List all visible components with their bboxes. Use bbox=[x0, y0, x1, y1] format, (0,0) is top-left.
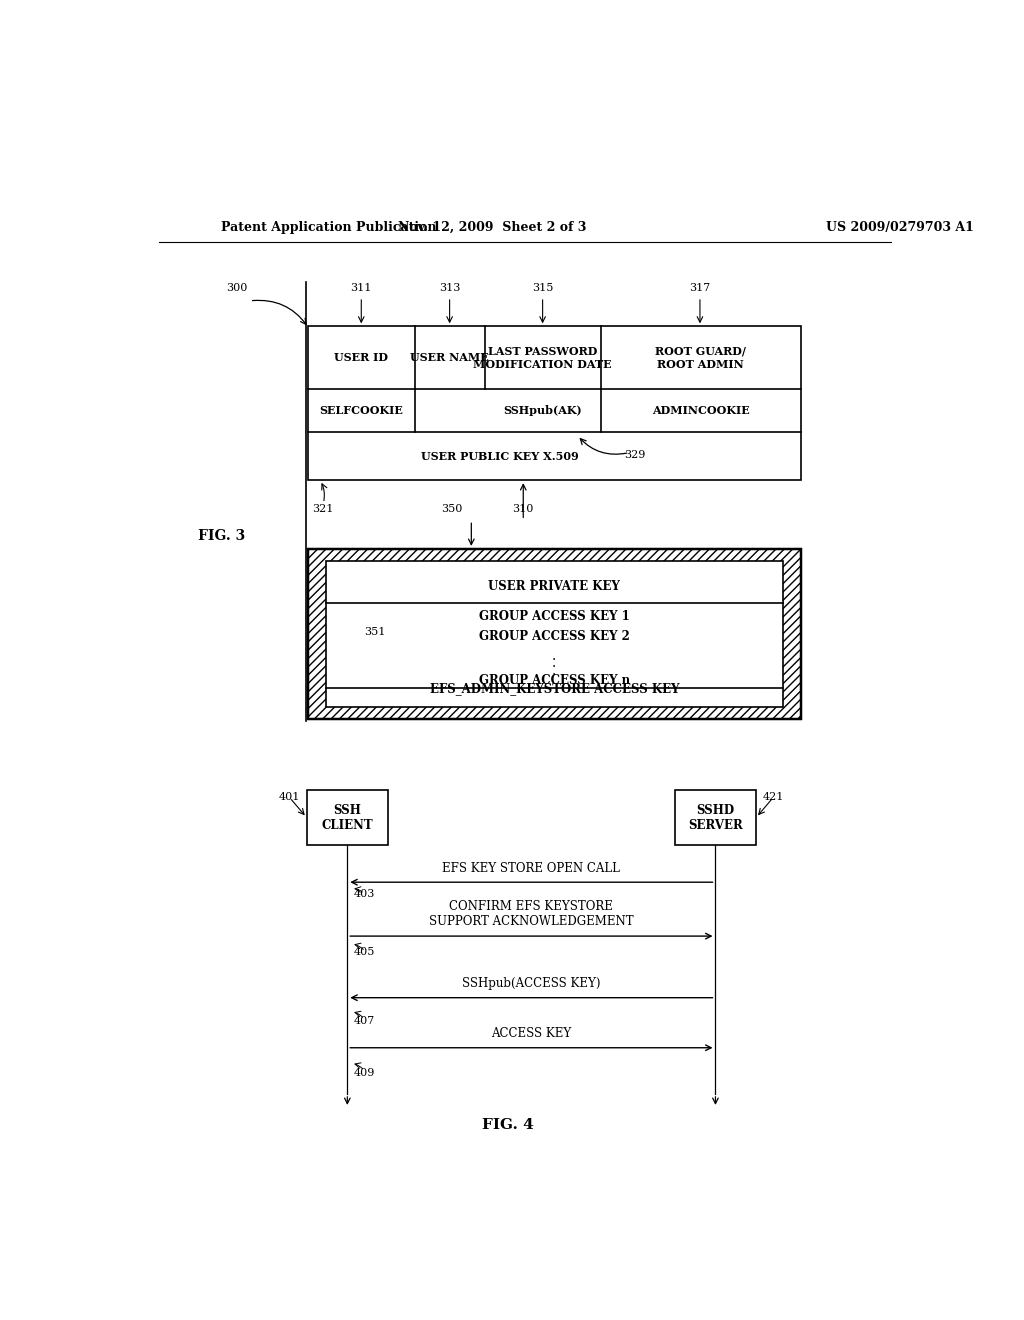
Bar bbox=[675, 789, 756, 845]
Text: USER ID: USER ID bbox=[334, 352, 388, 363]
Text: 409: 409 bbox=[353, 1068, 375, 1078]
Text: ADMINCOOKIE: ADMINCOOKIE bbox=[652, 405, 750, 416]
Text: 300: 300 bbox=[226, 284, 247, 293]
Bar bbox=[308, 549, 801, 719]
Text: 407: 407 bbox=[353, 1016, 375, 1026]
Text: SSH
CLIENT: SSH CLIENT bbox=[322, 804, 373, 832]
Text: GROUP ACCESS KEY n: GROUP ACCESS KEY n bbox=[478, 675, 630, 686]
Text: .: . bbox=[552, 656, 556, 671]
Text: 421: 421 bbox=[762, 792, 783, 803]
Text: SSHpub(ACCESS KEY): SSHpub(ACCESS KEY) bbox=[462, 977, 601, 990]
Text: EFS_ADMIN_KEYSTORE ACCESS KEY: EFS_ADMIN_KEYSTORE ACCESS KEY bbox=[429, 682, 679, 696]
Text: EFS KEY STORE OPEN CALL: EFS KEY STORE OPEN CALL bbox=[442, 862, 621, 875]
Text: .: . bbox=[552, 649, 556, 663]
Text: LAST PASSWORD
MODIFICATION DATE: LAST PASSWORD MODIFICATION DATE bbox=[473, 346, 612, 370]
Text: ACCESS KEY: ACCESS KEY bbox=[492, 1027, 571, 1040]
Text: FIG. 3: FIG. 3 bbox=[198, 529, 245, 543]
Text: Nov. 12, 2009  Sheet 2 of 3: Nov. 12, 2009 Sheet 2 of 3 bbox=[398, 222, 587, 234]
Text: SSHpub(AK): SSHpub(AK) bbox=[504, 405, 582, 416]
Text: US 2009/0279703 A1: US 2009/0279703 A1 bbox=[825, 222, 974, 234]
Text: SELFCOOKIE: SELFCOOKIE bbox=[319, 405, 403, 416]
Text: SSHD
SERVER: SSHD SERVER bbox=[688, 804, 742, 832]
Text: 350: 350 bbox=[441, 504, 463, 515]
Text: 405: 405 bbox=[353, 946, 375, 957]
Text: 317: 317 bbox=[689, 284, 711, 293]
Bar bbox=[306, 789, 388, 845]
Text: 401: 401 bbox=[280, 792, 300, 803]
Text: Patent Application Publication: Patent Application Publication bbox=[221, 222, 436, 234]
Text: USER PUBLIC KEY X.509: USER PUBLIC KEY X.509 bbox=[421, 450, 579, 462]
Text: 329: 329 bbox=[624, 450, 645, 459]
Text: 315: 315 bbox=[531, 284, 553, 293]
Text: 311: 311 bbox=[350, 284, 372, 293]
Text: GROUP ACCESS KEY 1: GROUP ACCESS KEY 1 bbox=[479, 610, 630, 623]
Text: 403: 403 bbox=[353, 888, 375, 899]
Text: USER PRIVATE KEY: USER PRIVATE KEY bbox=[488, 581, 621, 594]
Text: 321: 321 bbox=[312, 504, 334, 513]
Text: ROOT GUARD/
ROOT ADMIN: ROOT GUARD/ ROOT ADMIN bbox=[655, 346, 746, 370]
Text: 313: 313 bbox=[439, 284, 461, 293]
Text: GROUP ACCESS KEY 2: GROUP ACCESS KEY 2 bbox=[479, 630, 630, 643]
Text: .: . bbox=[552, 664, 556, 677]
Bar bbox=[326, 561, 783, 706]
Text: CONFIRM EFS KEYSTORE
SUPPORT ACKNOWLEDGEMENT: CONFIRM EFS KEYSTORE SUPPORT ACKNOWLEDGE… bbox=[429, 900, 634, 928]
Text: 351: 351 bbox=[365, 627, 386, 638]
Text: 310: 310 bbox=[513, 504, 534, 515]
Text: FIG. 4: FIG. 4 bbox=[482, 1118, 534, 1131]
Text: USER NAME: USER NAME bbox=[411, 352, 489, 363]
Bar bbox=[308, 326, 801, 480]
